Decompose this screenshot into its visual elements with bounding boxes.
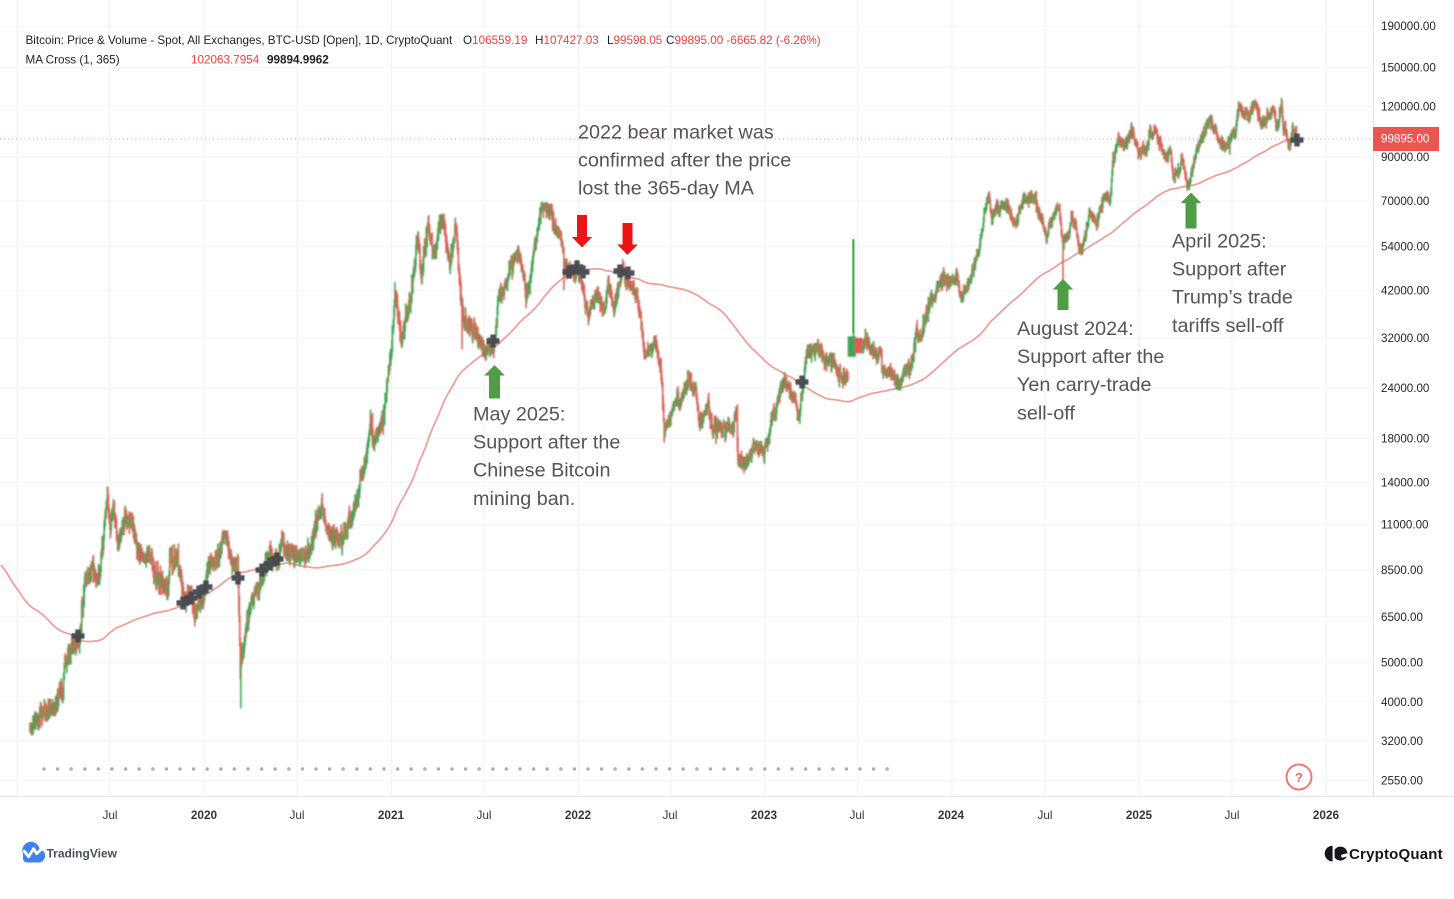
svg-text:190000.00: 190000.00 <box>1381 20 1436 33</box>
svg-text:2021: 2021 <box>378 808 405 822</box>
svg-text:Jul: Jul <box>102 808 117 822</box>
svg-text:4000.00: 4000.00 <box>1381 696 1423 709</box>
svg-text:Bitcoin: Price & Volume - Spot: Bitcoin: Price & Volume - Spot, All Exch… <box>26 34 454 47</box>
svg-text:-6665.82 (-6.26%): -6665.82 (-6.26%) <box>727 34 821 47</box>
svg-text:3200.00: 3200.00 <box>1381 735 1423 748</box>
svg-text:120000.00: 120000.00 <box>1381 101 1436 114</box>
svg-text:Jul: Jul <box>476 808 491 822</box>
svg-text:2026: 2026 <box>1313 808 1340 822</box>
svg-text:2024: 2024 <box>938 808 965 822</box>
svg-text:Jul: Jul <box>1037 808 1052 822</box>
svg-text:5000.00: 5000.00 <box>1381 657 1423 670</box>
svg-text:Jul: Jul <box>662 808 677 822</box>
svg-text:CryptoQuant: CryptoQuant <box>1349 846 1443 863</box>
svg-text:150000.00: 150000.00 <box>1381 62 1436 75</box>
svg-text:11000.00: 11000.00 <box>1381 519 1429 532</box>
svg-text:L99598.05: L99598.05 <box>607 34 663 47</box>
svg-text:MA Cross (1, 365): MA Cross (1, 365) <box>26 54 120 67</box>
svg-text:14000.00: 14000.00 <box>1381 477 1429 490</box>
svg-text:Jul: Jul <box>849 808 864 822</box>
svg-text:6500.00: 6500.00 <box>1381 611 1423 624</box>
svg-text:102063.7954: 102063.7954 <box>191 54 260 67</box>
svg-text:O106559.19: O106559.19 <box>463 34 527 47</box>
svg-text:2550.00: 2550.00 <box>1381 775 1423 788</box>
svg-text:2025: 2025 <box>1126 808 1153 822</box>
svg-text:2023: 2023 <box>751 808 778 822</box>
svg-text:90000.00: 90000.00 <box>1381 151 1429 164</box>
svg-text:2022: 2022 <box>565 808 592 822</box>
svg-text:Jul: Jul <box>1224 808 1239 822</box>
svg-text:Jul: Jul <box>289 808 304 822</box>
svg-text:H107427.03: H107427.03 <box>535 34 599 47</box>
svg-text:24000.00: 24000.00 <box>1381 382 1429 395</box>
svg-text:99894.9962: 99894.9962 <box>267 54 329 67</box>
svg-text:70000.00: 70000.00 <box>1381 195 1429 208</box>
svg-text:8500.00: 8500.00 <box>1381 564 1423 577</box>
svg-text:99895.00: 99895.00 <box>1381 133 1429 146</box>
svg-text:32000.00: 32000.00 <box>1381 332 1429 345</box>
svg-text:42000.00: 42000.00 <box>1381 284 1429 297</box>
svg-text:?: ? <box>1295 770 1303 785</box>
svg-text:TradingView: TradingView <box>47 847 118 861</box>
svg-text:C99895.00: C99895.00 <box>666 34 724 47</box>
svg-text:2020: 2020 <box>191 808 218 822</box>
svg-text:18000.00: 18000.00 <box>1381 433 1429 446</box>
svg-text:54000.00: 54000.00 <box>1381 240 1429 253</box>
